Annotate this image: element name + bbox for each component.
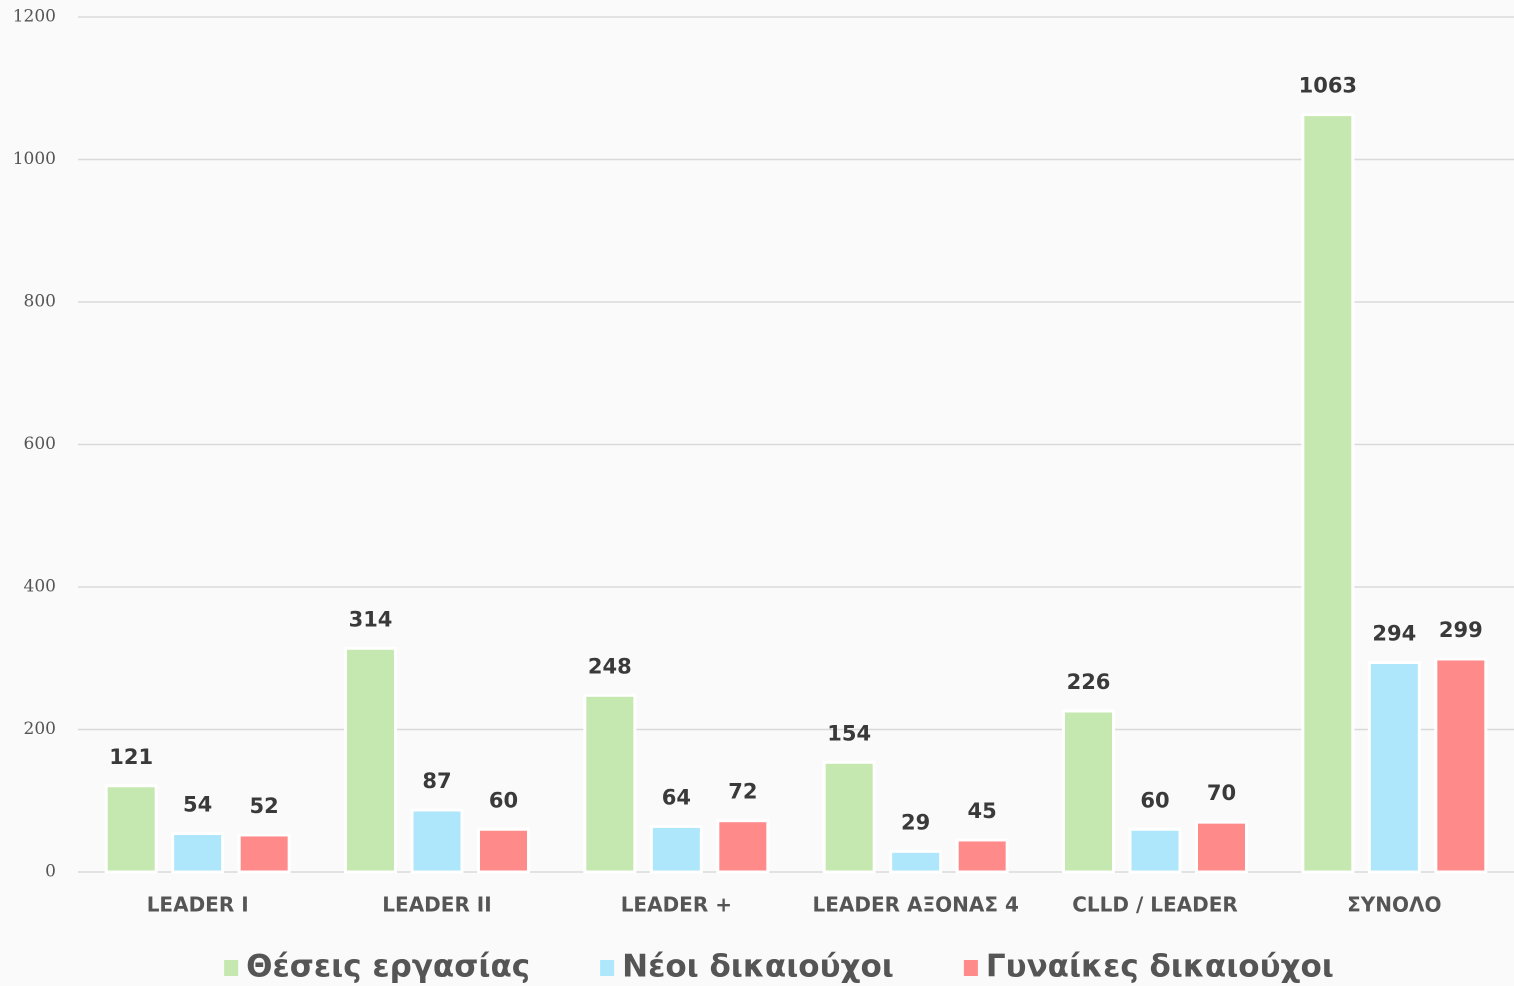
data-label: 87: [422, 769, 451, 793]
y-tick-label: 600: [24, 434, 56, 454]
x-tick-label: LEADER II: [382, 893, 491, 917]
data-label: 70: [1207, 781, 1236, 805]
legend-label: Γυναίκες δικαιούχοι: [986, 949, 1334, 985]
data-label: 294: [1372, 622, 1416, 646]
y-tick-label: 1200: [13, 7, 56, 27]
x-tick-label: CLLD / LEADER: [1072, 893, 1238, 917]
data-label: 54: [183, 793, 212, 817]
data-label: 1063: [1299, 74, 1357, 98]
bar: [1434, 657, 1488, 874]
legend-marker: [224, 960, 239, 976]
data-label: 72: [728, 780, 757, 804]
y-tick-label: 1000: [13, 149, 56, 169]
data-label: 248: [588, 654, 632, 678]
data-label: 60: [1140, 788, 1169, 812]
y-tick-label: 0: [45, 862, 56, 882]
data-label: 226: [1067, 670, 1111, 694]
y-tick-label: 200: [24, 719, 56, 739]
bar: [716, 819, 770, 874]
bar: [649, 824, 703, 874]
legend-marker: [600, 960, 615, 976]
bar: [1301, 113, 1355, 874]
data-label: 45: [968, 799, 997, 823]
bar: [1128, 827, 1182, 874]
bar: [1367, 661, 1421, 874]
data-label: 64: [662, 785, 691, 809]
x-tick-label: LEADER I: [147, 893, 249, 917]
data-label: 299: [1439, 618, 1483, 642]
bar: [889, 849, 943, 874]
y-tick-label: 800: [24, 292, 56, 312]
data-label: 52: [250, 794, 279, 818]
bar: [237, 833, 291, 874]
bar: [171, 832, 225, 874]
x-tick-label: LEADER +: [621, 893, 732, 917]
bar: [410, 808, 464, 874]
data-label: 314: [349, 607, 393, 631]
bar: [1062, 709, 1115, 874]
bar: [1195, 820, 1248, 874]
legend-label: Θέσεις εργασίας: [246, 949, 530, 985]
bar: [822, 760, 876, 874]
x-tick-label: LEADER ΑΞΟΝΑΣ 4: [812, 893, 1018, 917]
x-tick-label: ΣΥΝΟΛΟ: [1347, 893, 1441, 917]
bar: [583, 693, 637, 874]
legend-marker: [963, 960, 978, 976]
bar: [344, 646, 397, 874]
y-tick-label: 400: [24, 577, 56, 597]
bar: [477, 827, 530, 874]
legend-label: Νέοι δικαιούχοι: [622, 949, 894, 985]
data-label: 121: [109, 745, 153, 769]
data-label: 154: [827, 721, 871, 745]
data-label: 60: [489, 788, 518, 812]
bar: [104, 784, 158, 874]
data-label: 29: [901, 810, 930, 834]
bar: [955, 838, 1009, 874]
